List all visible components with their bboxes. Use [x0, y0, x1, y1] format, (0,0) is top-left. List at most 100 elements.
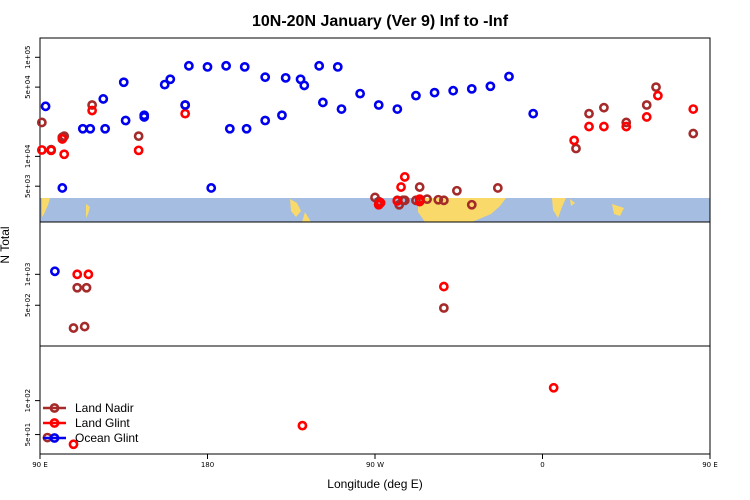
point-ocean-glint: [332, 61, 343, 72]
point-ocean-glint: [118, 77, 129, 88]
point-land-glint: [396, 182, 406, 192]
point-land-nadir: [492, 183, 503, 193]
point-ocean-glint: [336, 104, 347, 114]
point-ocean-glint: [392, 104, 403, 114]
point-ocean-glint: [485, 81, 496, 92]
point-ocean-glint: [40, 101, 51, 112]
legend-label-ocean-glint: Ocean Glint: [75, 431, 139, 445]
point-land-glint: [414, 196, 425, 207]
point-land-nadir: [133, 131, 144, 142]
point-land-glint: [652, 90, 663, 101]
point-ocean-glint: [429, 87, 440, 98]
point-land-nadir: [414, 182, 425, 192]
point-ocean-glint: [49, 266, 60, 277]
point-ocean-glint: [221, 60, 232, 71]
point-land-glint: [68, 439, 79, 450]
y-axis-label: N Total: [0, 226, 12, 263]
y-tick-label: 5e+03: [24, 174, 32, 198]
point-ocean-glint: [277, 110, 287, 121]
legend-marker-land-glint: [49, 418, 60, 428]
point-ocean-glint: [139, 112, 150, 122]
chart-title: 10N-20N January (Ver 9) Inf to -Inf: [252, 13, 509, 30]
x-tick-label: 90 W: [366, 461, 384, 469]
x-ticks: 90 E 180 90 W 0 90 E: [32, 454, 718, 469]
point-ocean-glint: [180, 100, 191, 110]
point-land-glint: [641, 112, 652, 122]
point-land-glint: [392, 196, 403, 206]
x-tick-label: 0: [540, 461, 544, 469]
point-ocean-glint: [98, 94, 109, 104]
point-land-nadir: [68, 323, 79, 333]
point-land-glint: [83, 269, 94, 280]
point-land-glint: [46, 145, 57, 156]
point-land-nadir: [433, 194, 444, 205]
point-ocean-glint: [317, 97, 328, 108]
point-ocean-glint: [314, 60, 325, 71]
point-ocean-glint: [239, 61, 250, 72]
point-land-nadir: [36, 117, 47, 128]
y-tick-label: 1e+04: [24, 144, 32, 168]
point-ocean-glint: [165, 74, 176, 85]
x-tick-label: 90 E: [702, 461, 718, 469]
point-ocean-glint: [280, 72, 291, 83]
point-land-glint: [584, 121, 594, 132]
point-land-glint: [548, 382, 559, 393]
point-land-nadir: [688, 128, 699, 139]
point-land-nadir: [72, 282, 83, 293]
point-land-glint: [297, 420, 308, 431]
point-ocean-glint: [206, 183, 217, 193]
point-ocean-glint: [411, 90, 421, 101]
point-ocean-glint: [260, 72, 271, 83]
point-land-glint: [57, 134, 68, 144]
point-land-nadir: [621, 117, 632, 128]
point-land-nadir: [641, 100, 652, 110]
x-axis-label: Longitude (deg E): [327, 477, 422, 491]
point-land-nadir: [571, 143, 581, 154]
point-land-glint: [373, 199, 384, 210]
y-tick-label: 5e+01: [24, 423, 32, 447]
point-ocean-glint: [202, 61, 213, 72]
y-ticks: 1e+05 5e+04 1e+04 5e+03 1e+03 5e+02 1e+02 5e+01: [24, 46, 40, 447]
y-tick-label: 1e+05: [24, 46, 32, 70]
point-land-nadir: [651, 82, 661, 93]
point-ocean-glint: [57, 183, 68, 193]
legend-marker-land-nadir: [49, 403, 60, 413]
point-land-glint: [688, 104, 699, 114]
point-ocean-glint: [466, 83, 477, 94]
point-land-glint: [438, 281, 449, 292]
y-tick-label: 5e+02: [24, 293, 32, 317]
point-ocean-glint: [241, 123, 252, 134]
x-tick-label: 90 E: [32, 461, 48, 469]
legend-label-land-glint: Land Glint: [75, 416, 130, 430]
y-tick-label: 1e+03: [24, 263, 32, 287]
point-ocean-glint: [260, 115, 271, 126]
point-land-glint: [621, 121, 632, 132]
point-land-glint: [599, 121, 609, 132]
point-ocean-glint: [159, 79, 170, 90]
point-land-nadir: [451, 185, 462, 196]
x-tick-label: 180: [201, 461, 214, 469]
point-land-nadir: [438, 195, 449, 206]
point-land-nadir: [81, 282, 92, 293]
point-ocean-glint: [85, 123, 96, 134]
point-land-glint: [399, 172, 410, 182]
point-land-glint: [72, 269, 83, 280]
point-ocean-glint: [120, 115, 131, 126]
point-land-glint: [87, 105, 98, 116]
point-ocean-glint: [448, 85, 459, 96]
y-tick-label: 1e+02: [24, 389, 32, 413]
point-land-nadir: [87, 100, 98, 110]
point-land-glint: [59, 149, 70, 160]
point-land-glint: [180, 108, 191, 119]
point-ocean-glint: [100, 123, 111, 134]
legend-marker-ocean-glint: [49, 433, 60, 443]
data-points: [36, 60, 699, 450]
point-ocean-glint: [295, 74, 306, 85]
point-ocean-glint: [224, 123, 235, 134]
point-land-glint: [36, 145, 47, 155]
point-land-glint: [133, 145, 144, 156]
point-land-glint: [569, 135, 580, 146]
point-ocean-glint: [77, 123, 88, 134]
